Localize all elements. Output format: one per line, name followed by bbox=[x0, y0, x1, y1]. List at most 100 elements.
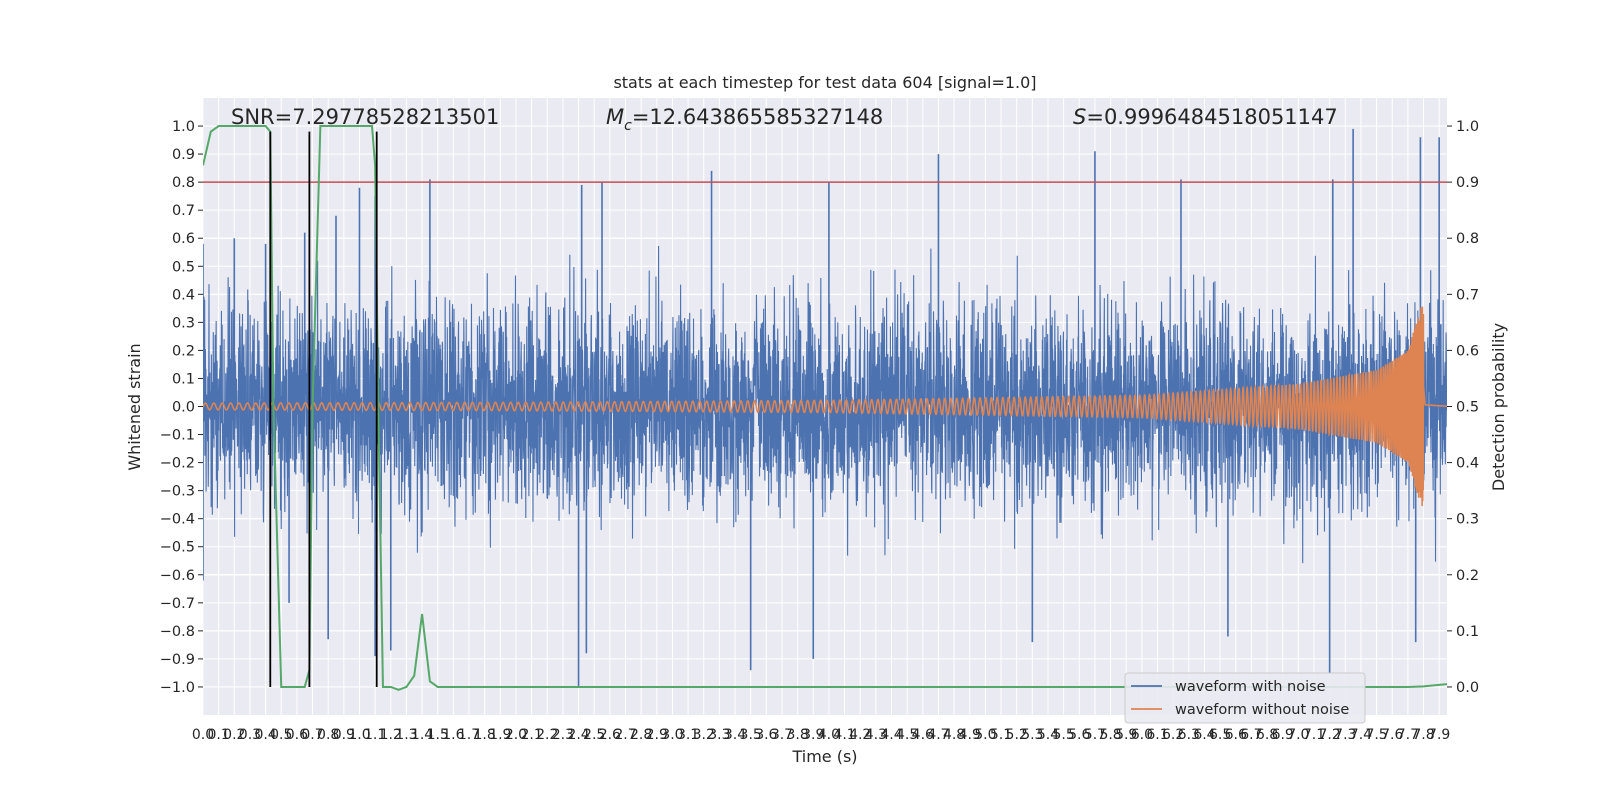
x-tick-label: 0.1 bbox=[208, 727, 230, 743]
chirp-mass-subscript: c bbox=[624, 118, 632, 134]
right-y-tick-label: 0.3 bbox=[1456, 512, 1479, 528]
left-y-tick-label: −0.3 bbox=[160, 484, 195, 500]
x-tick-label: 4.6 bbox=[912, 727, 934, 743]
x-tick-label: 3.6 bbox=[755, 727, 777, 743]
x-tick-label: 1.1 bbox=[364, 727, 386, 743]
x-tick-label: 6.5 bbox=[1209, 727, 1231, 743]
score-annotation: S=0.9996484518051147 bbox=[1073, 105, 1338, 129]
x-tick-label: 6.4 bbox=[1193, 727, 1215, 743]
x-tick-label: 4.9 bbox=[959, 727, 981, 743]
x-tick-label: 1.7 bbox=[458, 727, 480, 743]
x-tick-label: 2.5 bbox=[583, 727, 605, 743]
left-y-tick-label: −0.5 bbox=[160, 540, 195, 556]
detection-probability-series bbox=[203, 125, 1447, 691]
x-tick-label: 1.4 bbox=[411, 727, 433, 743]
waveform-with-noise-series bbox=[203, 128, 1447, 687]
x-tick-label: 4.7 bbox=[927, 727, 949, 743]
x-tick-label: 4.0 bbox=[818, 727, 840, 743]
x-tick-label: 5.0 bbox=[974, 727, 996, 743]
left-y-tick-label: 0.2 bbox=[172, 343, 195, 359]
waveform-with-noise-line bbox=[203, 246, 1447, 564]
x-tick-label: 5.6 bbox=[1068, 727, 1090, 743]
chart-title: stats at each timestep for test data 604… bbox=[613, 73, 1036, 92]
left-y-tick-label: −0.2 bbox=[160, 456, 195, 472]
x-tick-label: 5.7 bbox=[1084, 727, 1106, 743]
x-tick-label: 5.8 bbox=[1099, 727, 1121, 743]
legend-label-with-noise: waveform with noise bbox=[1175, 679, 1326, 695]
x-tick-label: 2.2 bbox=[536, 727, 558, 743]
x-tick-label: 0.0 bbox=[192, 727, 214, 743]
left-y-ticks: −1.0 −0.9 −0.8 −0.7 −0.6 −0.5 −0.4 −0.3 −0.2 −0.1… bbox=[160, 119, 203, 696]
x-tick-label: 7.6 bbox=[1381, 727, 1403, 743]
x-tick-label: 7.4 bbox=[1350, 727, 1372, 743]
plot-area bbox=[203, 125, 1447, 691]
left-y-tick-label: −0.4 bbox=[160, 512, 195, 528]
left-y-tick-label: 0.8 bbox=[172, 175, 195, 191]
waveform-without-noise-line bbox=[203, 306, 1447, 507]
x-tick-label: 1.3 bbox=[395, 727, 417, 743]
x-tick-label: 1.2 bbox=[380, 727, 402, 743]
right-y-tick-label: 0.7 bbox=[1456, 287, 1479, 303]
x-tick-label: 2.4 bbox=[567, 727, 589, 743]
x-axis-label: Time (s) bbox=[791, 747, 857, 766]
x-tick-label: 7.1 bbox=[1303, 727, 1325, 743]
left-y-tick-label: 0.9 bbox=[172, 147, 195, 163]
x-tick-label: 1.6 bbox=[442, 727, 464, 743]
x-tick-label: 1.9 bbox=[489, 727, 511, 743]
x-tick-label: 3.8 bbox=[786, 727, 808, 743]
right-y-tick-label: 0.8 bbox=[1456, 231, 1479, 247]
right-y-axis-label: Detection probability bbox=[1489, 323, 1508, 491]
chirp-mass-symbol: M bbox=[606, 105, 624, 129]
x-tick-label: 7.9 bbox=[1428, 727, 1450, 743]
right-y-tick-label: 1.0 bbox=[1456, 119, 1479, 135]
x-tick-label: 3.9 bbox=[802, 727, 824, 743]
x-tick-label: 4.1 bbox=[833, 727, 855, 743]
score-value: =0.9996484518051147 bbox=[1086, 105, 1337, 129]
x-tick-label: 4.2 bbox=[849, 727, 871, 743]
left-y-tick-label: 0.6 bbox=[172, 231, 195, 247]
x-tick-label: 0.2 bbox=[223, 727, 245, 743]
chirp-mass-annotation: Mc=12.643865585327148 bbox=[606, 105, 883, 134]
x-tick-label: 4.3 bbox=[865, 727, 887, 743]
left-y-tick-label: 0.4 bbox=[172, 287, 195, 303]
x-tick-label: 5.5 bbox=[1052, 727, 1074, 743]
x-tick-label: 3.4 bbox=[724, 727, 746, 743]
x-tick-label: 6.7 bbox=[1240, 727, 1262, 743]
left-y-tick-label: 0.5 bbox=[172, 259, 195, 275]
x-tick-label: 0.9 bbox=[333, 727, 355, 743]
x-tick-label: 0.3 bbox=[239, 727, 261, 743]
x-tick-label: 6.8 bbox=[1256, 727, 1278, 743]
right-y-tick-label: 0.5 bbox=[1456, 400, 1479, 416]
legend-box bbox=[1124, 672, 1366, 724]
right-y-tick-label: 0.1 bbox=[1456, 624, 1479, 640]
x-tick-label: 6.9 bbox=[1272, 727, 1294, 743]
x-tick-label: 2.9 bbox=[646, 727, 668, 743]
x-tick-label: 2.0 bbox=[505, 727, 527, 743]
snr-annotation: SNR=7.29778528213501 bbox=[231, 105, 499, 129]
x-tick-label: 3.2 bbox=[693, 727, 715, 743]
left-y-tick-label: −0.7 bbox=[160, 596, 195, 612]
left-y-tick-label: 0.0 bbox=[172, 400, 195, 416]
x-tick-label: 3.3 bbox=[708, 727, 730, 743]
legend: waveform with noise waveform without noi… bbox=[1124, 672, 1366, 724]
x-tick-label: 6.2 bbox=[1162, 727, 1184, 743]
left-y-tick-label: −0.6 bbox=[160, 568, 195, 584]
x-tick-label: 3.7 bbox=[771, 727, 793, 743]
x-tick-label: 2.7 bbox=[614, 727, 636, 743]
x-tick-label: 2.3 bbox=[552, 727, 574, 743]
left-y-tick-label: −0.8 bbox=[160, 624, 195, 640]
left-y-axis-label: Whitened strain bbox=[125, 343, 144, 470]
x-tick-label: 2.6 bbox=[599, 727, 621, 743]
score-symbol: S bbox=[1073, 105, 1086, 129]
x-tick-label: 0.6 bbox=[286, 727, 308, 743]
detection-probability-line bbox=[203, 125, 1447, 691]
x-tick-label: 7.2 bbox=[1319, 727, 1341, 743]
left-y-tick-label: −0.1 bbox=[160, 428, 195, 444]
x-tick-label: 0.8 bbox=[317, 727, 339, 743]
left-y-tick-label: 0.1 bbox=[172, 371, 195, 387]
x-tick-label: 7.3 bbox=[1334, 727, 1356, 743]
x-tick-label: 7.8 bbox=[1412, 727, 1434, 743]
x-tick-label: 5.2 bbox=[1006, 727, 1028, 743]
